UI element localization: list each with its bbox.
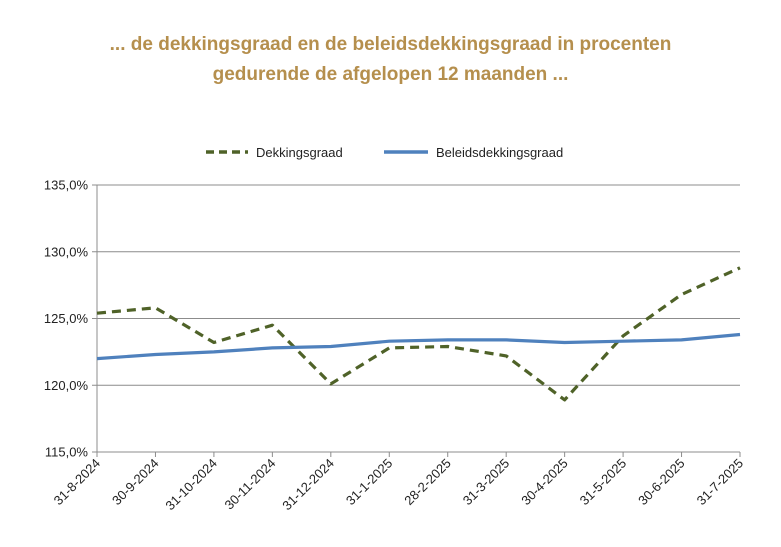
chart-title-line2: gedurende de afgelopen 12 maanden ... xyxy=(212,64,569,85)
x-tick-label: 30-6-2025 xyxy=(635,456,688,509)
series-line-dekkingsgraad xyxy=(96,266,741,402)
chart-title-line1: ... de dekkingsgraad en de beleidsdekkin… xyxy=(109,34,672,55)
x-tick-label: 31-10-2024 xyxy=(162,456,220,514)
legend-label-beleidsdekkingsgraad: Beleidsdekkingsgraad xyxy=(436,145,563,160)
x-tick-label: 30-11-2024 xyxy=(222,456,279,513)
series-line-beleidsdekkingsgraad xyxy=(96,332,741,361)
series-lines xyxy=(96,266,741,402)
legend-label-dekkingsgraad: Dekkingsgraad xyxy=(256,145,343,160)
x-tick-label: 30-4-2025 xyxy=(518,456,571,509)
y-tick-label: 135,0% xyxy=(44,178,89,193)
y-tick-label: 120,0% xyxy=(44,378,89,393)
x-tick-label: 31-3-2025 xyxy=(460,456,513,509)
legend: Dekkingsgraad Beleidsdekkingsgraad xyxy=(206,145,563,160)
gridlines xyxy=(97,184,740,386)
y-tick-label: 125,0% xyxy=(44,311,89,326)
chart-title: ... de dekkingsgraad en de beleidsdekkin… xyxy=(0,30,781,90)
x-tick-label: 31-5-2025 xyxy=(577,456,630,509)
y-tick-label: 130,0% xyxy=(44,244,89,259)
y-axis-ticks: 115,0% 120,0% 125,0% 130,0% 135,0% xyxy=(44,178,97,460)
x-tick-label: 31-1-2025 xyxy=(343,456,396,509)
y-tick-label: 115,0% xyxy=(45,445,89,460)
x-tick-label: 31-8-2024 xyxy=(51,456,104,509)
x-tick-label: 31-12-2024 xyxy=(279,456,337,514)
x-tick-label: 30-9-2024 xyxy=(109,456,162,509)
x-tick-label: 28-2-2025 xyxy=(401,456,454,509)
x-axis-ticks: 31-8-2024 30-9-2024 31-10-2024 30-11-2024 31… xyxy=(51,452,747,514)
x-tick-label: 31-7-2025 xyxy=(694,456,747,509)
